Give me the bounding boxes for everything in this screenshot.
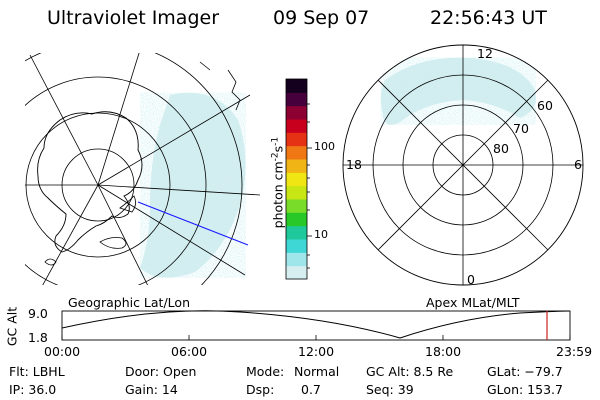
dsp-value: 0.7 bbox=[301, 382, 321, 397]
altitude-curve bbox=[61, 310, 571, 339]
filter-info: Flt: LBHL bbox=[9, 364, 65, 379]
mlt-label-6: 6 bbox=[574, 157, 582, 172]
door-info: Door: Open bbox=[125, 364, 197, 379]
colorbar-segment bbox=[286, 199, 307, 213]
glat-info: GLat: −79.7 bbox=[487, 364, 563, 379]
mode-label: Mode: bbox=[246, 364, 285, 379]
altitude-ytick-high: 9.0 bbox=[28, 306, 48, 321]
altitude-ytick-low: 1.8 bbox=[28, 330, 48, 345]
gain-info: Gain: 14 bbox=[125, 382, 178, 397]
mode-value: Normal bbox=[294, 364, 340, 379]
colorbar-segment bbox=[286, 105, 307, 120]
colorbar-segment bbox=[286, 92, 307, 107]
magnetic-polar-plot bbox=[342, 44, 584, 286]
mlat-label-80: 80 bbox=[493, 141, 509, 156]
right-map-caption: Apex MLat/MLT bbox=[426, 295, 520, 310]
mlat-label-70: 70 bbox=[513, 121, 529, 136]
geographic-map bbox=[25, 53, 261, 285]
colorbar-segment bbox=[286, 145, 307, 160]
altitude-plot bbox=[61, 310, 571, 341]
colorbar-segment bbox=[286, 79, 307, 93]
mlt-label-0: 0 bbox=[467, 272, 475, 287]
instrument-title: Ultraviolet Imager bbox=[47, 7, 220, 29]
colorbar-segment bbox=[286, 185, 307, 200]
colorbar-unit-label: photon cm-2s-1 bbox=[270, 136, 286, 229]
time-tick-1800: 18:00 bbox=[425, 344, 462, 359]
left-map-caption: Geographic Lat/Lon bbox=[68, 295, 190, 310]
coastline bbox=[37, 111, 143, 253]
colorbar-tick-10: 10 bbox=[314, 228, 328, 241]
colorbar-segment bbox=[286, 172, 307, 187]
colorbar-segment bbox=[286, 212, 307, 227]
date-label: 09 Sep 07 bbox=[273, 7, 370, 29]
seq-info: Seq: 39 bbox=[366, 382, 414, 397]
ip-info: IP: 36.0 bbox=[9, 382, 57, 397]
mlat-label-60: 60 bbox=[537, 98, 553, 113]
mlt-label-18: 18 bbox=[346, 157, 362, 172]
colorbar-segment bbox=[286, 119, 307, 133]
mlt-label-12: 12 bbox=[477, 46, 493, 61]
dsp-label: Dsp: bbox=[246, 382, 275, 397]
colorbar bbox=[286, 79, 307, 280]
gc-alt-info: GC Alt: 8.5 Re bbox=[366, 364, 454, 379]
glon-info: GLon: 153.7 bbox=[487, 382, 563, 397]
colorbar-segment bbox=[286, 132, 307, 147]
satellite-track bbox=[137, 201, 249, 246]
time-label: 22:56:43 UT bbox=[430, 7, 547, 29]
altitude-ylabel: GC Alt bbox=[4, 306, 20, 347]
time-tick-2359: 23:59 bbox=[556, 344, 593, 359]
colorbar-segment bbox=[286, 265, 307, 280]
colorbar-segment bbox=[286, 239, 307, 253]
time-tick-1200: 12:00 bbox=[298, 344, 335, 359]
colorbar-segment bbox=[286, 252, 307, 267]
colorbar-tick-100: 100 bbox=[314, 140, 335, 153]
time-tick-0600: 06:00 bbox=[171, 344, 208, 359]
time-tick-0000: 00:00 bbox=[44, 344, 81, 359]
colorbar-segment bbox=[286, 225, 307, 240]
colorbar-segment bbox=[286, 159, 307, 173]
